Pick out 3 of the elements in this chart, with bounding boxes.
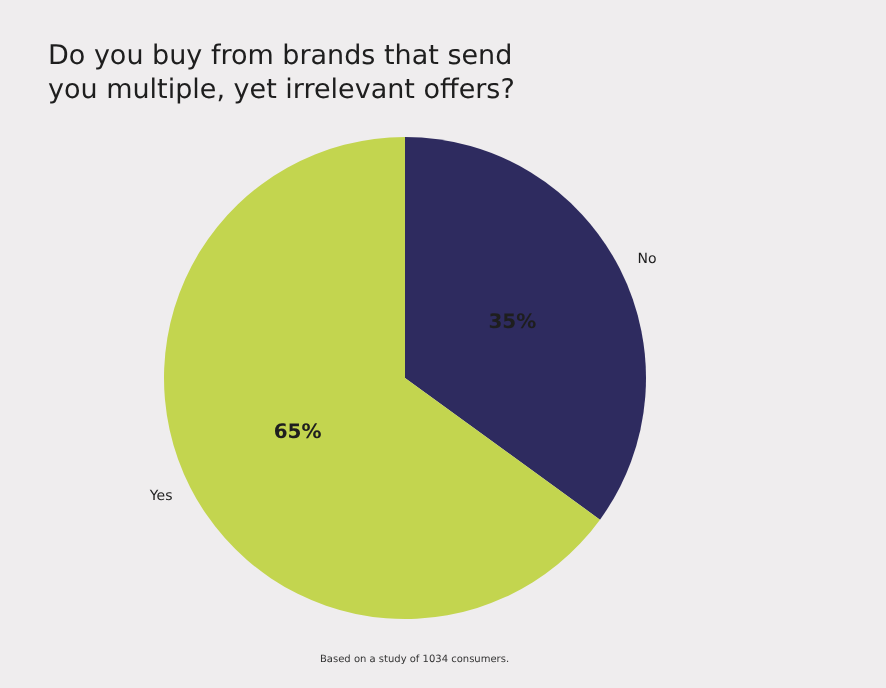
data-label: 65%: [273, 421, 322, 444]
data-label: 35%: [488, 312, 537, 335]
chart-title: Do you buy from brands that send you multiple, yet irrelevant offers?: [48, 40, 517, 108]
